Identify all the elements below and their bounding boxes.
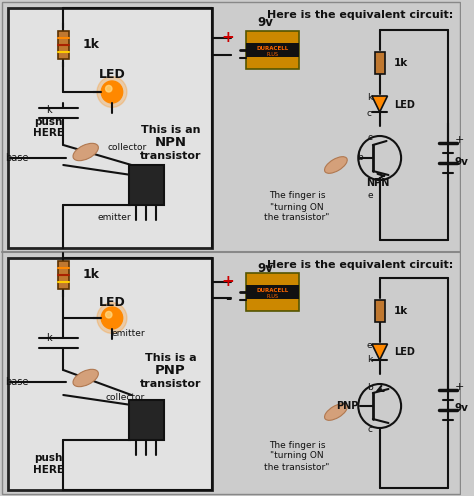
Text: HERE: HERE: [33, 128, 64, 138]
Text: "turning ON: "turning ON: [270, 202, 324, 211]
Text: 1k: 1k: [394, 306, 409, 316]
Text: k: k: [46, 105, 52, 115]
Text: base: base: [5, 153, 28, 163]
Text: the transistor": the transistor": [264, 213, 329, 223]
Text: 1k: 1k: [394, 58, 409, 68]
Text: k: k: [46, 333, 52, 343]
Text: HERE: HERE: [33, 465, 64, 475]
Text: DURACELL: DURACELL: [256, 288, 289, 293]
Circle shape: [101, 81, 123, 103]
Text: This is a: This is a: [145, 353, 196, 363]
Text: transistor: transistor: [140, 379, 201, 389]
Bar: [246, 285, 300, 299]
Text: 1k: 1k: [83, 268, 100, 282]
Text: LED: LED: [394, 347, 415, 357]
Text: DURACELL: DURACELL: [256, 46, 289, 51]
Text: 9v: 9v: [257, 261, 273, 274]
Polygon shape: [372, 96, 387, 112]
Text: k: k: [367, 92, 372, 102]
Circle shape: [97, 76, 127, 108]
Text: e: e: [366, 340, 372, 350]
Bar: [375, 52, 384, 74]
Text: e: e: [367, 190, 373, 199]
Bar: [246, 43, 300, 57]
Text: "turning ON: "turning ON: [270, 451, 324, 460]
Text: +: +: [221, 274, 234, 290]
Text: +: +: [221, 30, 234, 46]
Text: b: b: [357, 153, 363, 163]
Text: c: c: [367, 109, 372, 118]
Ellipse shape: [73, 370, 99, 387]
Text: collector: collector: [107, 143, 146, 152]
Text: b: b: [367, 383, 373, 392]
Text: base: base: [5, 377, 28, 387]
Bar: [246, 273, 300, 311]
Text: PNP: PNP: [155, 365, 186, 377]
Bar: [375, 300, 384, 322]
Text: The finger is: The finger is: [269, 440, 325, 449]
Text: -: -: [225, 48, 231, 62]
Text: the transistor": the transistor": [264, 462, 329, 472]
Bar: [8, 258, 212, 490]
Text: -: -: [225, 291, 231, 306]
Text: LED: LED: [99, 296, 125, 309]
Text: k: k: [367, 356, 372, 365]
Text: +: +: [455, 382, 464, 392]
Bar: [8, 8, 212, 248]
Ellipse shape: [325, 404, 347, 420]
Bar: [246, 31, 300, 69]
Text: push: push: [35, 453, 63, 463]
Text: 9v: 9v: [455, 403, 468, 413]
Circle shape: [106, 311, 112, 318]
Ellipse shape: [73, 143, 99, 161]
Text: 9v: 9v: [257, 15, 273, 28]
Text: emitter: emitter: [97, 213, 131, 223]
Text: emitter: emitter: [112, 329, 146, 338]
Text: Here is the equivalent circuit:: Here is the equivalent circuit:: [267, 10, 453, 20]
Text: collector: collector: [105, 393, 145, 402]
Text: PLUS: PLUS: [266, 294, 279, 299]
Ellipse shape: [325, 157, 347, 173]
Text: NPN: NPN: [366, 178, 390, 188]
Bar: [58, 261, 69, 289]
Text: c: c: [367, 426, 373, 434]
Text: 1k: 1k: [83, 39, 100, 52]
Text: This is an: This is an: [141, 125, 200, 135]
Text: LED: LED: [99, 68, 125, 81]
Text: +: +: [455, 135, 464, 145]
Text: LED: LED: [394, 100, 415, 110]
Text: c: c: [367, 133, 373, 142]
Circle shape: [97, 303, 127, 333]
Bar: [58, 31, 69, 59]
Polygon shape: [372, 344, 387, 360]
Text: PLUS: PLUS: [266, 52, 279, 57]
Circle shape: [106, 85, 112, 92]
Text: 9v: 9v: [455, 157, 468, 167]
Bar: [128, 165, 164, 205]
Text: Here is the equivalent circuit:: Here is the equivalent circuit:: [267, 260, 453, 270]
Bar: [128, 400, 164, 440]
Text: push: push: [35, 117, 63, 127]
Text: PNP: PNP: [336, 401, 358, 411]
Text: The finger is: The finger is: [269, 191, 325, 200]
Circle shape: [101, 307, 123, 329]
Text: NPN: NPN: [155, 136, 186, 149]
Text: transistor: transistor: [140, 151, 201, 161]
